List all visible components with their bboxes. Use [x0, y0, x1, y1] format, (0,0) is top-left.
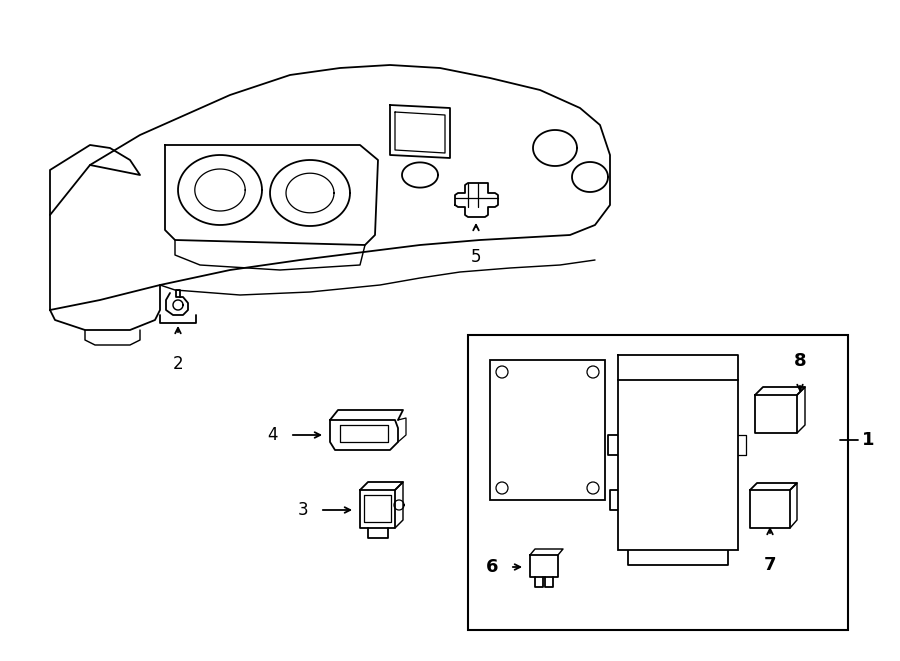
Text: 7: 7: [764, 556, 776, 574]
Text: 8: 8: [794, 352, 806, 370]
Text: 4: 4: [267, 426, 278, 444]
Text: 6: 6: [485, 558, 498, 576]
Bar: [468, 335, 848, 630]
Text: 3: 3: [297, 501, 308, 519]
Text: 1: 1: [862, 431, 875, 449]
Text: 5: 5: [471, 248, 482, 266]
Bar: [490, 360, 605, 500]
Bar: [618, 380, 738, 550]
Text: 2: 2: [173, 355, 184, 373]
